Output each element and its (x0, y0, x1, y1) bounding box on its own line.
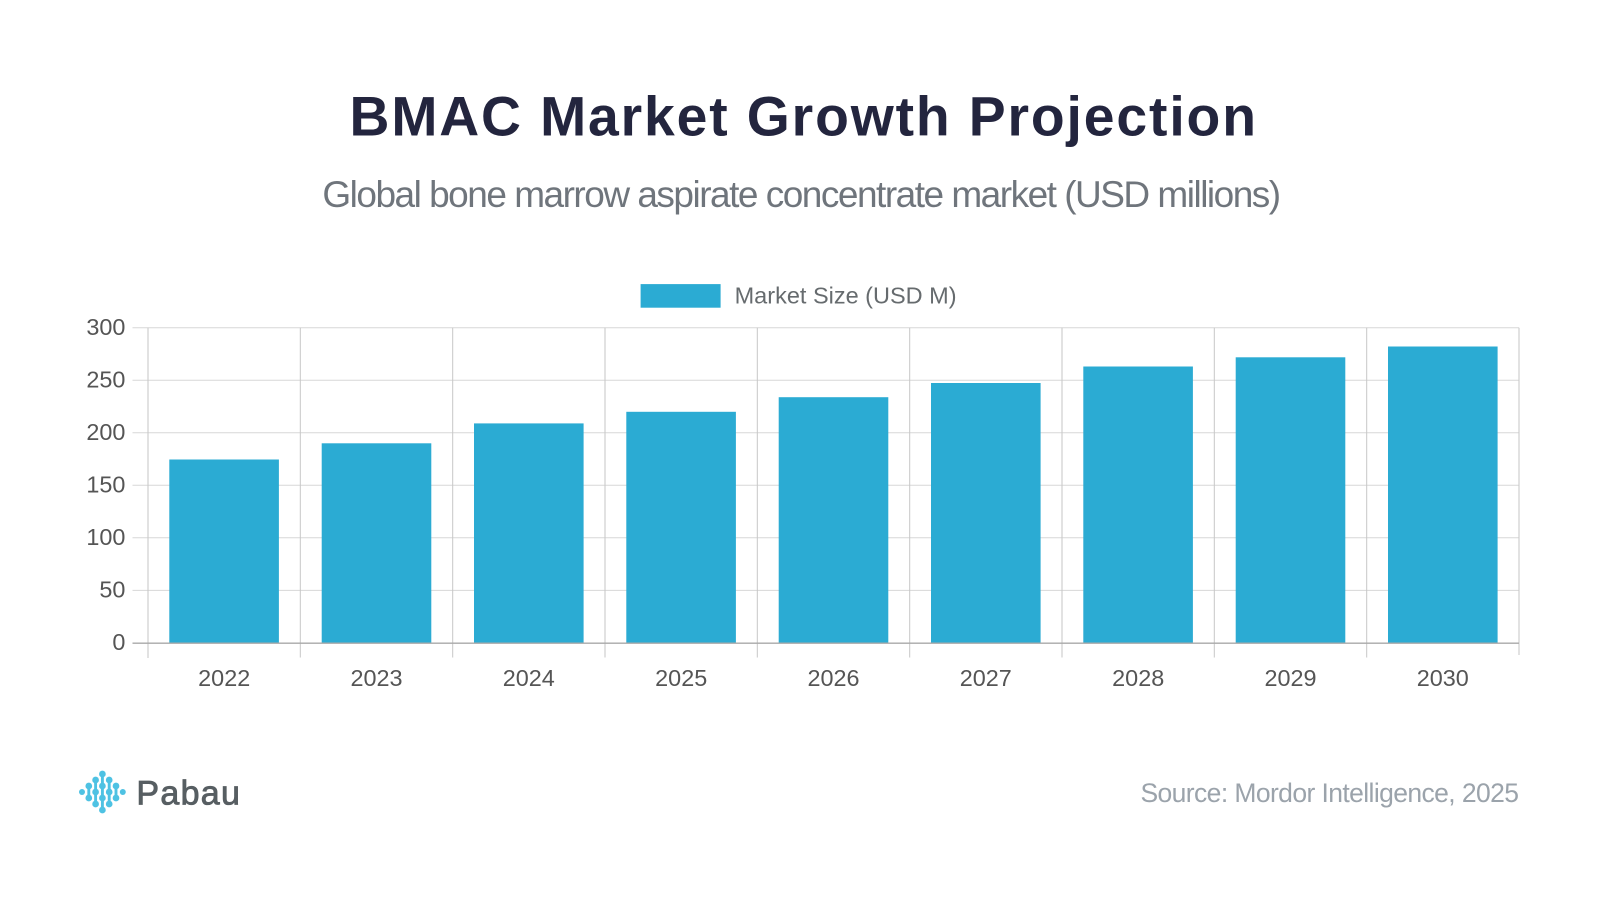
svg-text:2022: 2022 (198, 665, 250, 691)
svg-text:Global bone marrow aspirate co: Global bone marrow aspirate concentrate … (322, 174, 1279, 215)
svg-text:100: 100 (86, 524, 125, 550)
svg-text:Market Size (USD M): Market Size (USD M) (735, 282, 957, 308)
svg-text:300: 300 (86, 314, 125, 340)
svg-text:2030: 2030 (1417, 665, 1469, 691)
svg-text:BMAC Market Growth Projection: BMAC Market Growth Projection (350, 86, 1258, 148)
svg-text:0: 0 (112, 629, 125, 655)
svg-text:250: 250 (86, 367, 125, 393)
svg-text:2028: 2028 (1112, 665, 1164, 691)
svg-text:Pabau: Pabau (136, 774, 241, 812)
svg-text:Source: Mordor Intelligence, 2: Source: Mordor Intelligence, 2025 (1140, 778, 1518, 808)
svg-text:2024: 2024 (503, 665, 555, 691)
svg-text:2026: 2026 (807, 665, 859, 691)
svg-text:2023: 2023 (350, 665, 402, 691)
svg-text:50: 50 (99, 577, 125, 603)
svg-text:2027: 2027 (960, 665, 1012, 691)
svg-text:2029: 2029 (1264, 665, 1316, 691)
svg-text:200: 200 (86, 419, 125, 445)
svg-text:2025: 2025 (655, 665, 707, 691)
svg-text:150: 150 (86, 472, 125, 498)
